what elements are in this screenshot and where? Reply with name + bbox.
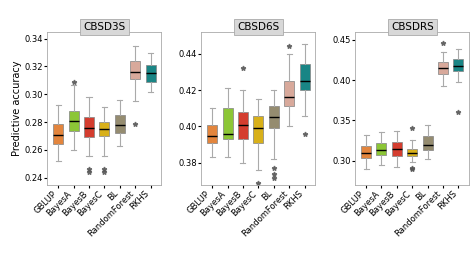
PathPatch shape (130, 61, 140, 79)
PathPatch shape (392, 142, 402, 156)
Text: CBSD6S: CBSD6S (237, 22, 280, 32)
PathPatch shape (454, 59, 464, 71)
PathPatch shape (84, 117, 94, 138)
PathPatch shape (146, 65, 155, 82)
PathPatch shape (69, 111, 79, 130)
PathPatch shape (407, 149, 417, 156)
PathPatch shape (253, 116, 264, 143)
PathPatch shape (238, 112, 248, 139)
PathPatch shape (207, 125, 217, 143)
Text: CBSDRS: CBSDRS (391, 22, 434, 32)
PathPatch shape (53, 124, 63, 144)
PathPatch shape (269, 106, 279, 128)
PathPatch shape (376, 143, 386, 155)
PathPatch shape (115, 115, 125, 133)
PathPatch shape (438, 62, 448, 74)
Text: CBSD3S: CBSD3S (83, 22, 126, 32)
PathPatch shape (361, 146, 371, 158)
PathPatch shape (222, 108, 233, 139)
Y-axis label: Predictive accuracy: Predictive accuracy (12, 60, 22, 156)
PathPatch shape (284, 81, 294, 106)
PathPatch shape (100, 122, 109, 136)
PathPatch shape (300, 64, 310, 90)
PathPatch shape (423, 136, 433, 150)
